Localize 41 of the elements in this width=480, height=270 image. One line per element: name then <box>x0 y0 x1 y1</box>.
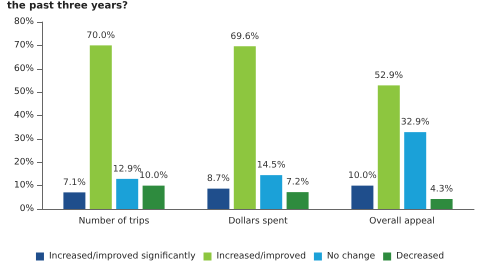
chart-title: the past three years? <box>7 0 128 12</box>
bar <box>142 186 165 209</box>
bar <box>430 198 453 209</box>
x-tick-label: Number of trips <box>78 216 150 226</box>
data-label: 69.6% <box>230 32 260 42</box>
bar <box>404 132 426 209</box>
data-label: 8.7% <box>206 174 230 184</box>
y-tick-label: 80% <box>14 17 34 27</box>
data-label: 7.1% <box>62 178 86 188</box>
data-label: 4.3% <box>430 184 454 194</box>
y-tick-label: 60% <box>14 64 34 74</box>
y-tick-label: 0% <box>20 204 34 214</box>
bar <box>234 46 256 209</box>
legend-label: No change <box>326 252 376 262</box>
data-label: 70.0% <box>86 30 116 41</box>
bar <box>286 192 309 209</box>
data-label: 14.5% <box>256 160 286 171</box>
legend-label: Increased/improved <box>216 252 306 262</box>
data-label: 10.0% <box>139 171 168 182</box>
legend-label: Increased/improved significantly <box>48 252 196 262</box>
y-tick-label: 70% <box>14 40 34 50</box>
y-tick-label: 20% <box>14 157 34 168</box>
bar <box>116 178 138 209</box>
data-label: 12.9% <box>112 164 142 174</box>
data-label: 7.2% <box>286 178 310 188</box>
x-tick-label: Overall appeal <box>369 216 435 226</box>
y-tick-label: 10% <box>14 180 34 191</box>
bar <box>90 45 112 209</box>
bar <box>260 175 282 209</box>
data-label: 52.9% <box>374 70 404 81</box>
legend-label: Decreased <box>396 252 444 262</box>
x-tick-label: Dollars spent <box>228 216 288 226</box>
y-tick-label: 40% <box>14 110 34 120</box>
y-tick-label: 30% <box>14 134 34 144</box>
bar <box>63 192 86 209</box>
bar <box>207 188 230 209</box>
bar <box>378 85 400 209</box>
data-label: 10.0% <box>348 171 378 182</box>
data-label: 32.9% <box>400 118 430 128</box>
bar <box>351 186 374 209</box>
y-tick-label: 50% <box>14 87 34 98</box>
